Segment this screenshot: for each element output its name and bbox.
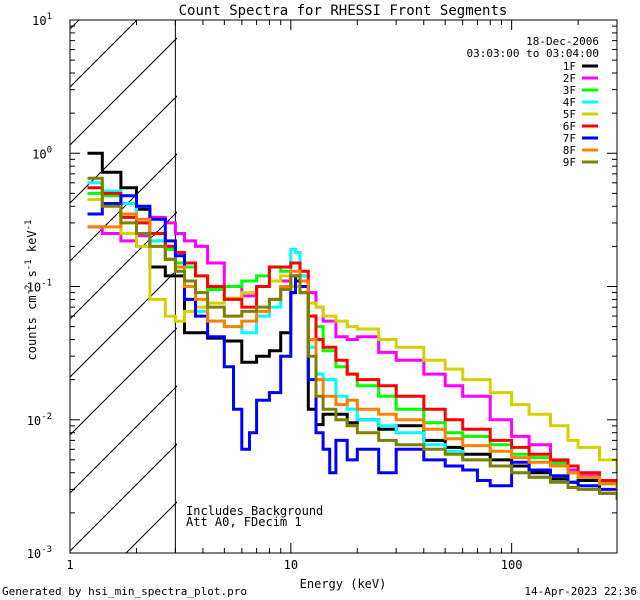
x-tick-label: 100 — [501, 558, 523, 572]
y-tick-label: 100 — [32, 145, 52, 161]
hatch-line — [70, 443, 177, 552]
hatch-line — [70, 37, 177, 146]
legend-label-1F: 1F — [563, 60, 576, 73]
series-line-7F — [87, 194, 617, 496]
legend-label-5F: 5F — [563, 108, 576, 121]
x-tick-label: 1 — [66, 558, 73, 572]
chart-title: Count Spectra for RHESSI Front Segments — [179, 3, 508, 19]
y-tick-label: 10-3 — [27, 545, 52, 561]
annotation-background: Includes Background — [186, 504, 323, 518]
y-axis-label: counts cm-2 s-1 keV-1 — [24, 220, 39, 361]
footer-generated-by: Generated by hsi_min_spectra_plot.pro — [2, 585, 247, 598]
series-line-5F — [87, 198, 617, 473]
hatch-line — [474, 0, 640, 553]
legend-label-2F: 2F — [563, 72, 576, 85]
series-line-8F — [87, 212, 617, 494]
hatch-line — [70, 269, 177, 378]
series-line-1F — [87, 151, 617, 498]
y-tick-label: 101 — [32, 12, 52, 28]
legend-label-4F: 4F — [563, 96, 576, 109]
hatch-line — [70, 20, 80, 30]
hatch-line — [70, 20, 138, 88]
time-range-label: 03:03:00 to 03:04:00 — [467, 47, 599, 60]
hatched-region — [0, 0, 640, 553]
hatch-line — [70, 95, 177, 204]
date-label: 18-Dec-2006 — [526, 35, 599, 48]
legend-label-7F: 7F — [563, 132, 576, 145]
hatch-line — [70, 385, 177, 494]
y-tick-label: 10-2 — [27, 412, 52, 428]
annotation-attenuator: Att A0, FDecim 1 — [186, 515, 302, 529]
hatch-line — [70, 211, 177, 320]
legend-label-3F: 3F — [563, 84, 576, 97]
footer-timestamp: 14-Apr-2023 22:36 — [524, 585, 637, 598]
x-axis-label: Energy (keV) — [300, 577, 387, 591]
hatch-line — [0, 0, 48, 553]
hatch-line — [590, 0, 640, 553]
hatch-line — [358, 0, 640, 553]
x-tick-label: 10 — [284, 558, 298, 572]
legend-label-8F: 8F — [563, 144, 576, 157]
legend-label-9F: 9F — [563, 156, 576, 169]
series-line-9F — [87, 176, 617, 500]
legend-label-6F: 6F — [563, 120, 576, 133]
